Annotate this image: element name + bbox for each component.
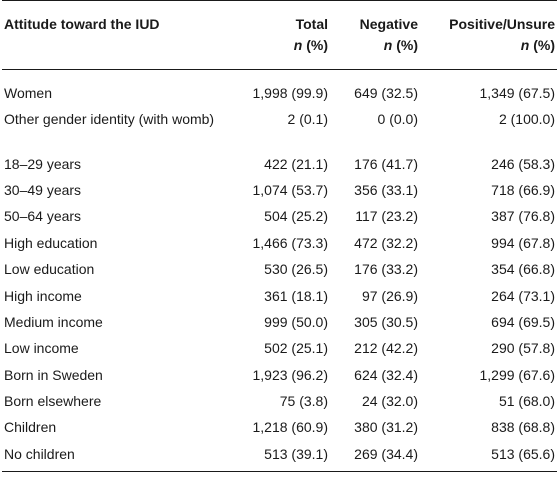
row-label: 50–64 years bbox=[4, 208, 82, 225]
table-row: Low income 502 (25.1) 212 (42.2) 290 (57… bbox=[2, 335, 557, 361]
cell-positive: 290 (57.8) bbox=[491, 340, 555, 357]
cell-positive: 838 (68.8) bbox=[491, 419, 555, 436]
cell-negative: 624 (32.4) bbox=[354, 366, 418, 383]
header-empty bbox=[2, 35, 216, 70]
table-row: Born elsewhere 75 (3.8) 24 (32.0) 51 (68… bbox=[2, 388, 557, 414]
row-label: High income bbox=[4, 287, 82, 304]
cell-positive: 354 (66.8) bbox=[491, 261, 555, 278]
subheader-pct: (%) bbox=[302, 37, 328, 53]
cell-negative: 212 (42.2) bbox=[354, 340, 418, 357]
subheader-n: n bbox=[520, 37, 530, 53]
cell-positive: 387 (76.8) bbox=[491, 208, 555, 225]
cell-total: 361 (18.1) bbox=[264, 287, 328, 304]
cell-total: 513 (39.1) bbox=[216, 440, 330, 473]
cell-positive: 718 (66.9) bbox=[491, 181, 555, 198]
cell-total: 1,074 (53.7) bbox=[252, 181, 329, 198]
cell-negative: 356 (33.1) bbox=[354, 181, 418, 198]
cell-positive: 51 (68.0) bbox=[498, 393, 555, 410]
row-label: Born in Sweden bbox=[4, 366, 103, 383]
cell-positive: 994 (67.8) bbox=[491, 234, 555, 251]
table-row: High education 1,466 (73.3) 472 (32.2) 9… bbox=[2, 230, 557, 256]
row-label: Low education bbox=[4, 261, 95, 278]
cell-positive: 246 (58.3) bbox=[491, 155, 555, 172]
subheader-n: n bbox=[383, 37, 393, 53]
cell-negative: 380 (31.2) bbox=[354, 419, 418, 436]
cell-total: 504 (25.2) bbox=[264, 208, 328, 225]
header-row-1: Attitude toward the IUD Total Negative P… bbox=[2, 0, 557, 35]
table-row: Born in Sweden 1,923 (96.2) 624 (32.4) 1… bbox=[2, 362, 557, 388]
cell-total: 999 (50.0) bbox=[264, 313, 328, 330]
row-label: 30–49 years bbox=[4, 181, 82, 198]
cell-negative: 97 (26.9) bbox=[361, 287, 418, 304]
table-row: 30–49 years 1,074 (53.7) 356 (33.1) 718 … bbox=[2, 177, 557, 203]
row-label: Other gender identity (with womb) bbox=[4, 111, 215, 128]
cell-total: 2 (0.1) bbox=[287, 111, 328, 128]
table-row: Children 1,218 (60.9) 380 (31.2) 838 (68… bbox=[2, 414, 557, 440]
cell-negative: 472 (32.2) bbox=[354, 234, 418, 251]
cell-negative: 305 (30.5) bbox=[354, 313, 418, 330]
cell-total: 1,466 (73.3) bbox=[252, 234, 329, 251]
row-label: Women bbox=[4, 85, 52, 102]
row-label: No children bbox=[2, 440, 216, 473]
table-row: Low education 530 (26.5) 176 (33.2) 354 … bbox=[2, 256, 557, 282]
subheader-pct: (%) bbox=[392, 37, 418, 53]
cell-positive: 1,299 (67.6) bbox=[479, 366, 556, 383]
cell-negative: 176 (41.7) bbox=[354, 155, 418, 172]
table-row: Women 1,998 (99.9) 649 (32.5) 1,349 (67.… bbox=[2, 70, 557, 107]
table-body: Women 1,998 (99.9) 649 (32.5) 1,349 (67.… bbox=[2, 70, 557, 473]
cell-total: 422 (21.1) bbox=[264, 155, 328, 172]
table-row: No children 513 (39.1) 269 (34.4) 513 (6… bbox=[2, 440, 557, 473]
cell-positive: 694 (69.5) bbox=[491, 313, 555, 330]
header-total: Total bbox=[216, 0, 330, 35]
cell-total: 1,998 (99.9) bbox=[252, 85, 329, 102]
cell-positive: 513 (65.6) bbox=[420, 440, 557, 473]
cell-total: 502 (25.1) bbox=[264, 340, 328, 357]
subheader-negative: n (%) bbox=[330, 35, 420, 70]
table-row: 18–29 years 422 (21.1) 176 (41.7) 246 (5… bbox=[2, 150, 557, 176]
cell-negative: 649 (32.5) bbox=[354, 85, 418, 102]
cell-negative: 117 (23.2) bbox=[355, 208, 418, 225]
cell-positive: 2 (100.0) bbox=[498, 111, 555, 128]
row-label: 18–29 years bbox=[4, 155, 82, 172]
subheader-positive: n (%) bbox=[420, 35, 557, 70]
cell-total: 530 (26.5) bbox=[264, 261, 328, 278]
table-row: Other gender identity (with womb) 2 (0.1… bbox=[2, 106, 557, 150]
iud-attitude-table: Attitude toward the IUD Total Negative P… bbox=[2, 0, 557, 473]
row-label: Born elsewhere bbox=[4, 393, 102, 410]
header-attitude: Attitude toward the IUD bbox=[2, 0, 216, 35]
table-row: Medium income 999 (50.0) 305 (30.5) 694 … bbox=[2, 309, 557, 335]
table-row: 50–64 years 504 (25.2) 117 (23.2) 387 (7… bbox=[2, 203, 557, 229]
cell-negative: 176 (33.2) bbox=[354, 261, 418, 278]
subheader-pct: (%) bbox=[529, 37, 555, 53]
table-header: Attitude toward the IUD Total Negative P… bbox=[2, 0, 557, 70]
cell-total: 1,923 (96.2) bbox=[252, 366, 329, 383]
subheader-total: n (%) bbox=[216, 35, 330, 70]
subheader-n: n bbox=[293, 37, 303, 53]
header-negative: Negative bbox=[330, 0, 420, 35]
row-label: Children bbox=[4, 419, 57, 436]
row-label: Medium income bbox=[4, 313, 103, 330]
cell-negative: 0 (0.0) bbox=[377, 111, 418, 128]
cell-total: 1,218 (60.9) bbox=[252, 419, 329, 436]
cell-positive: 1,349 (67.5) bbox=[479, 85, 556, 102]
cell-positive: 264 (73.1) bbox=[491, 287, 555, 304]
row-label: Low income bbox=[4, 340, 79, 357]
cell-total: 75 (3.8) bbox=[279, 393, 328, 410]
table-row: High income 361 (18.1) 97 (26.9) 264 (73… bbox=[2, 282, 557, 308]
header-positive-unsure: Positive/Unsure bbox=[420, 0, 557, 35]
cell-negative: 269 (34.4) bbox=[330, 440, 420, 473]
cell-negative: 24 (32.0) bbox=[361, 393, 418, 410]
header-row-2: n (%) n (%) n (%) bbox=[2, 35, 557, 70]
row-label: High education bbox=[4, 234, 98, 251]
